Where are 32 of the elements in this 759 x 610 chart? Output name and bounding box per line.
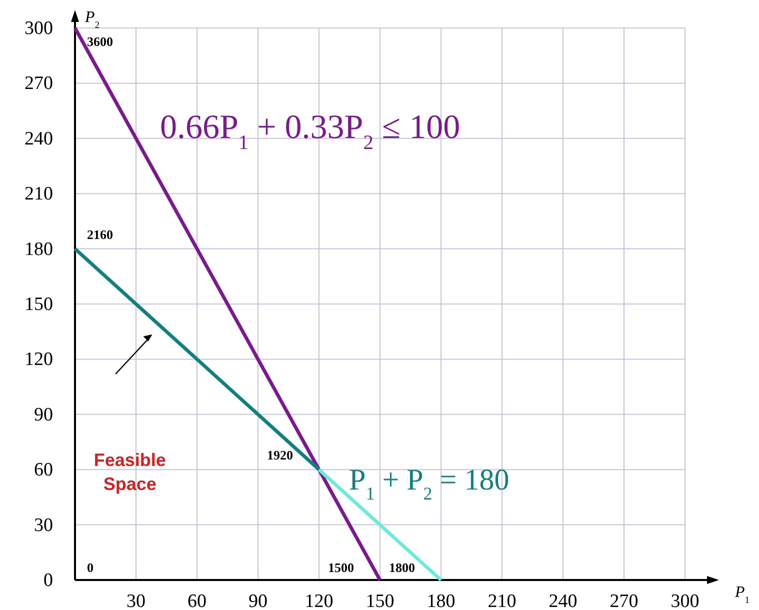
y-tick-label: 60 <box>34 460 53 481</box>
y-tick-label: 240 <box>24 128 53 150</box>
annotation: 1500 <box>328 560 354 575</box>
x-tick-label: 180 <box>426 591 456 610</box>
x-tick-label: 30 <box>126 591 146 610</box>
annotation: Feasible Space <box>94 450 166 494</box>
y-tick-label: 90 <box>34 404 53 426</box>
x-tick-label: 150 <box>366 591 394 610</box>
x-tick-label: 60 <box>188 591 206 610</box>
y-tick-label: 30 <box>34 514 53 536</box>
annotation: 2160 <box>87 226 113 242</box>
annotation: 3600 <box>87 34 113 49</box>
series-label: 0.66P$_{1}$ + 0.33P$_{2}$ ≤ 100 <box>160 109 460 154</box>
x-tick-label: 210 <box>488 591 516 610</box>
y-tick-label: 120 <box>24 349 53 370</box>
y-tick-label: 300 <box>24 18 53 39</box>
x-tick-label: 90 <box>248 591 268 610</box>
series-label: P$_{1}$ + P$_{2}$ = 180 <box>349 464 510 504</box>
x-tick-label: 240 <box>548 591 578 610</box>
y-axis-title: P$_{2}$ <box>84 9 100 30</box>
annotation: 0 <box>87 560 94 575</box>
x-axis-title: P$_{1}$ <box>734 584 750 606</box>
x-tick-label: 270 <box>610 591 638 610</box>
y-tick-label: 270 <box>24 73 53 94</box>
y-tick-label: 0 <box>44 570 53 591</box>
annotation: 1920 <box>267 448 293 463</box>
y-tick-label: 210 <box>24 184 53 205</box>
y-tick-label: 180 <box>24 238 53 260</box>
x-tick-label: 120 <box>304 591 334 610</box>
annotation: 1800 <box>389 560 415 575</box>
y-tick-label: 150 <box>24 294 53 315</box>
x-tick-label: 300 <box>670 591 700 610</box>
